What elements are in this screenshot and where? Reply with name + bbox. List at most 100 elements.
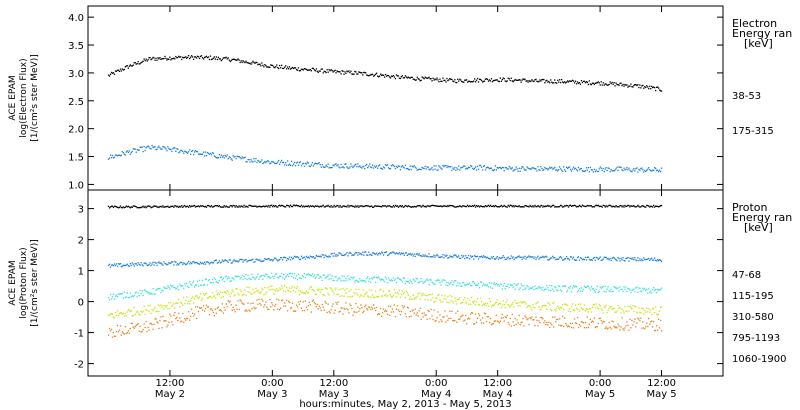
- data-point: [444, 295, 446, 297]
- data-point: [301, 257, 304, 259]
- data-point: [622, 290, 624, 292]
- data-point: [597, 291, 599, 293]
- data-point: [461, 166, 463, 169]
- data-point: [516, 256, 518, 258]
- data-point: [113, 205, 116, 207]
- data-point: [614, 311, 616, 313]
- data-point: [123, 153, 125, 155]
- data-point: [235, 205, 237, 207]
- data-point: [194, 262, 196, 264]
- data-point: [510, 168, 512, 170]
- data-point: [477, 303, 480, 306]
- data-point: [224, 309, 226, 311]
- data-point: [547, 81, 549, 83]
- data-point: [487, 204, 490, 206]
- data-point: [470, 81, 472, 83]
- data-point: [621, 84, 623, 87]
- data-point: [636, 167, 638, 169]
- data-point: [116, 325, 119, 327]
- data-point: [258, 160, 260, 162]
- data-point: [164, 147, 166, 149]
- data-point: [320, 206, 322, 208]
- data-point: [464, 319, 466, 321]
- data-point: [599, 84, 601, 86]
- data-point: [622, 328, 624, 330]
- data-point: [501, 288, 503, 290]
- data-point: [214, 259, 216, 261]
- data-point: [336, 165, 338, 167]
- data-point: [198, 279, 201, 281]
- data-point: [564, 285, 566, 287]
- data-point: [480, 281, 483, 283]
- data-point: [304, 205, 307, 207]
- data-point: [527, 318, 529, 320]
- data-point: [154, 261, 156, 263]
- data-point: [456, 321, 458, 323]
- data-point: [267, 66, 269, 68]
- data-point: [215, 312, 217, 314]
- data-point: [120, 334, 122, 336]
- data-point: [150, 207, 152, 209]
- data-point: [255, 61, 257, 63]
- plot-frame-proton: [87, 189, 724, 377]
- x-tick-label-day: May 5: [646, 389, 676, 400]
- data-point: [260, 291, 262, 293]
- data-point: [157, 146, 159, 148]
- data-point: [109, 73, 112, 75]
- data-point: [311, 300, 313, 302]
- data-point: [540, 316, 542, 318]
- data-point: [160, 205, 162, 208]
- data-point: [439, 314, 441, 316]
- data-point: [582, 258, 585, 260]
- data-point: [617, 206, 619, 208]
- data-point: [559, 166, 561, 168]
- data-point: [427, 279, 429, 281]
- data-point: [381, 168, 384, 170]
- data-point: [339, 295, 341, 297]
- data-point: [463, 165, 465, 167]
- data-point: [498, 206, 500, 208]
- data-point: [240, 258, 242, 261]
- data-point: [605, 205, 607, 207]
- data-point: [388, 253, 391, 255]
- data-point: [526, 256, 528, 259]
- data-point: [180, 149, 182, 152]
- data-point: [196, 151, 199, 153]
- data-point: [464, 165, 466, 167]
- data-point: [638, 307, 640, 309]
- data-point: [652, 259, 654, 261]
- data-point: [385, 206, 388, 208]
- data-point: [594, 259, 596, 261]
- data-point: [392, 74, 395, 77]
- data-point: [505, 167, 507, 169]
- data-point: [601, 322, 603, 324]
- data-point: [598, 257, 600, 259]
- data-point: [627, 324, 629, 326]
- data-point: [162, 305, 164, 307]
- data-point: [126, 311, 128, 313]
- data-point: [203, 294, 206, 297]
- data-point: [360, 166, 362, 168]
- data-point: [343, 307, 345, 310]
- data-point: [442, 77, 444, 79]
- data-point: [109, 293, 112, 295]
- data-point: [263, 66, 265, 68]
- data-point: [270, 288, 272, 291]
- data-point: [371, 277, 373, 279]
- data-point: [437, 205, 439, 207]
- data-point: [459, 169, 461, 171]
- data-point: [153, 146, 155, 148]
- data-point: [169, 313, 171, 315]
- data-point: [366, 308, 368, 310]
- data-point: [202, 305, 205, 307]
- data-point: [268, 204, 270, 207]
- data-point: [575, 307, 578, 309]
- data-point: [471, 312, 473, 314]
- data-point: [335, 276, 337, 278]
- data-point: [182, 285, 184, 287]
- data-point: [585, 81, 588, 83]
- data-point: [536, 319, 538, 322]
- data-point: [442, 205, 444, 207]
- data-point: [328, 310, 330, 313]
- data-point: [401, 205, 403, 207]
